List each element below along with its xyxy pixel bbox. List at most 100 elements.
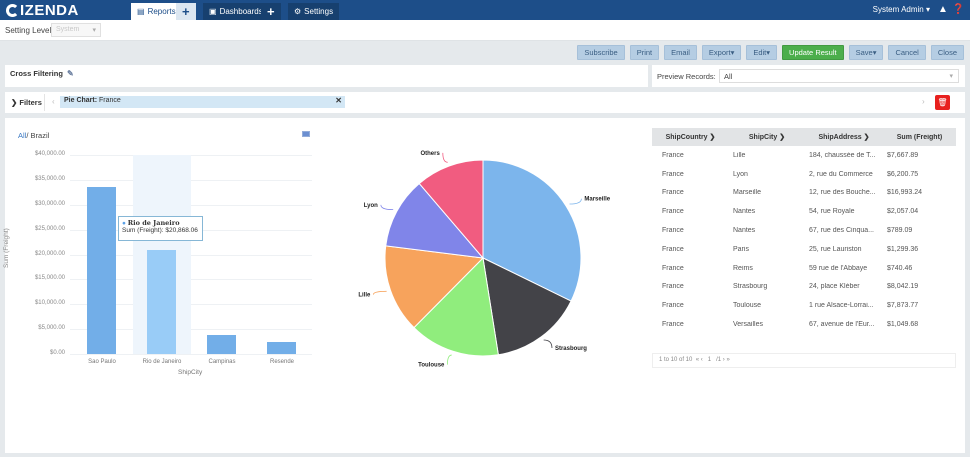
column-header-shipaddress[interactable]: ShipAddress ❯	[805, 133, 883, 141]
close-button[interactable]: Close	[930, 45, 964, 60]
setting-level-value: System	[56, 26, 80, 33]
preview-records-select[interactable]: All ▾	[719, 69, 959, 83]
pie-slice-toulouse[interactable]	[413, 256, 499, 357]
table-pager: 1 to 10 of 10 « ‹ 1 /1 › »	[652, 353, 956, 368]
tab-label: Reports	[147, 7, 176, 16]
table-cell: 59 rue de l'Abbaye	[809, 264, 868, 272]
pie-chart[interactable]: Marseille Strasbourg Toulouse Lille Lyon Othe…	[350, 140, 630, 380]
table-header: ShipCountry ❯ ShipCity ❯ ShipAddress ❯ S…	[652, 128, 956, 146]
table-row[interactable]: France Strasbourg 24, place Kléber $8,042.1…	[652, 278, 956, 297]
last-page-icon[interactable]: »	[726, 357, 730, 363]
x-tick-label: Resende	[269, 359, 295, 365]
bell-icon[interactable]: ▲	[938, 4, 948, 15]
chevron-down-icon: ▾	[92, 27, 96, 34]
table-cell: Toulouse	[733, 302, 762, 310]
cancel-button[interactable]: Cancel	[888, 45, 926, 60]
pie-connector	[372, 290, 387, 295]
table-cell: Lille	[733, 151, 746, 159]
remove-filter-icon[interactable]: ✕	[335, 96, 342, 105]
table-body: France Lille 184, chaussée de T... $7,667.8…	[652, 146, 956, 334]
pie-slice-lille[interactable]	[384, 245, 485, 329]
table-cell: $7,873.77	[887, 302, 919, 310]
y-tick-label: $15,000.00	[34, 275, 65, 282]
print-button[interactable]: Print	[629, 45, 660, 60]
table-row[interactable]: France Lille 184, chaussée de T... $7,667.8…	[652, 146, 956, 165]
add-report-button[interactable]: +	[176, 3, 196, 20]
table-row[interactable]: France Paris 25, rue Lauriston $1,299.36	[652, 240, 956, 259]
pie-connector	[543, 339, 553, 349]
tab-settings[interactable]: ⚙ Settings	[288, 3, 340, 20]
caret-down-icon: ▾	[730, 48, 735, 57]
table-row[interactable]: France Marseille 12, rue des Bouche... $16,…	[652, 184, 956, 203]
tooltip-label: Sum (Freight)	[122, 227, 162, 234]
logo-icon	[6, 4, 19, 17]
pie-label: Lyon	[364, 203, 378, 209]
user-menu[interactable]: System Admin ▾	[873, 5, 930, 14]
izenda-logo[interactable]: IZENDA	[6, 2, 79, 19]
table-cell: France	[662, 245, 684, 253]
prev-page-icon[interactable]: ‹	[700, 357, 703, 363]
table-row[interactable]: France Toulouse 1 rue Alsace-Lorrai... $7,8…	[652, 296, 956, 315]
column-header-shipcity[interactable]: ShipCity ❯	[729, 133, 805, 141]
breadcrumb-all-link[interactable]: All	[18, 131, 27, 140]
legend-toggle-icon[interactable]	[302, 131, 310, 137]
scroll-left-icon[interactable]: ‹	[52, 97, 55, 106]
plus-icon: +	[182, 4, 190, 19]
email-button[interactable]: Email	[664, 45, 697, 60]
first-page-icon[interactable]: «	[694, 357, 700, 363]
breadcrumb-current: Brazil	[30, 131, 50, 140]
table-row[interactable]: France Versailles 67, avenue de l'Eur... $1…	[652, 315, 956, 334]
pencil-icon[interactable]: ✎	[67, 69, 74, 78]
series-dot-icon: ●	[122, 220, 126, 227]
chevron-down-icon: ▾	[925, 5, 930, 14]
table-cell: 184, chaussée de T...	[809, 151, 876, 159]
column-header-shipcountry[interactable]: ShipCountry ❯	[652, 133, 729, 141]
help-icon[interactable]: ❓	[952, 4, 965, 15]
y-tick-label: $10,000.00	[34, 300, 65, 307]
bar-campinas[interactable]	[207, 335, 236, 354]
grid-line	[70, 254, 312, 256]
table-row[interactable]: France Nantes 54, rue Royale $2,057.04	[652, 202, 956, 221]
grid-line	[70, 204, 312, 206]
bar-rio-de-janeiro[interactable]	[147, 250, 176, 354]
subscribe-button[interactable]: Subscribe	[577, 45, 625, 60]
edit-button[interactable]: Edit ▾	[746, 45, 778, 60]
filter-chip[interactable]: Pie Chart: France ✕	[60, 96, 345, 108]
filters-toggle-button[interactable]: ❯ Filters	[7, 94, 45, 111]
tab-dashboards[interactable]: ▣ Dashboards	[203, 3, 269, 20]
delete-filters-button[interactable]: 🗑	[935, 95, 950, 110]
cross-filtering-label: Cross Filtering	[10, 69, 63, 78]
tab-reports[interactable]: ▤ Reports	[131, 3, 182, 20]
pie-slice-marseille[interactable]	[482, 159, 582, 302]
table-cell: $6,200.75	[887, 170, 919, 178]
pie-connector	[442, 152, 448, 163]
x-tick-label: Sao Paulo	[88, 359, 116, 365]
update-result-button[interactable]: Update Result	[782, 45, 844, 60]
chevron-right-icon: ❯	[11, 98, 20, 107]
bar-resende[interactable]	[267, 342, 296, 354]
table-row[interactable]: France Nantes 67, rue des Cinqua... $789.09	[652, 221, 956, 240]
user-name: System Admin	[872, 5, 924, 14]
page-input[interactable]: 1	[707, 357, 712, 363]
export-button[interactable]: Export ▾	[701, 45, 742, 60]
pie-slice-lyon[interactable]	[385, 182, 485, 259]
bar-sao-paulo[interactable]	[87, 187, 116, 354]
save-button[interactable]: Save ▾	[848, 45, 884, 60]
setting-level-select[interactable]: System ▾	[51, 23, 101, 37]
table-cell: France	[662, 170, 684, 178]
add-dashboard-button[interactable]: +	[261, 3, 281, 20]
caret-down-icon: ▾	[872, 48, 877, 57]
pie-label: Toulouse	[418, 363, 445, 369]
table-cell: 25, rue Lauriston	[809, 245, 862, 253]
table-cell: Paris	[733, 245, 749, 253]
pie-slice-others[interactable]	[418, 159, 484, 260]
pie-slice-strasbourg[interactable]	[482, 257, 572, 356]
next-page-icon[interactable]: ›	[722, 357, 725, 363]
x-tick-label: Campinas	[208, 359, 236, 365]
table-cell: France	[662, 321, 684, 329]
table-cell: 24, place Kléber	[809, 283, 860, 291]
table-row[interactable]: France Lyon 2, rue du Commerce $6,200.75	[652, 165, 956, 184]
column-header-sum-freight[interactable]: Sum (Freight)	[883, 134, 956, 141]
table-row[interactable]: France Reims 59 rue de l'Abbaye $740.46	[652, 259, 956, 278]
scroll-right-icon[interactable]: ›	[922, 97, 925, 106]
